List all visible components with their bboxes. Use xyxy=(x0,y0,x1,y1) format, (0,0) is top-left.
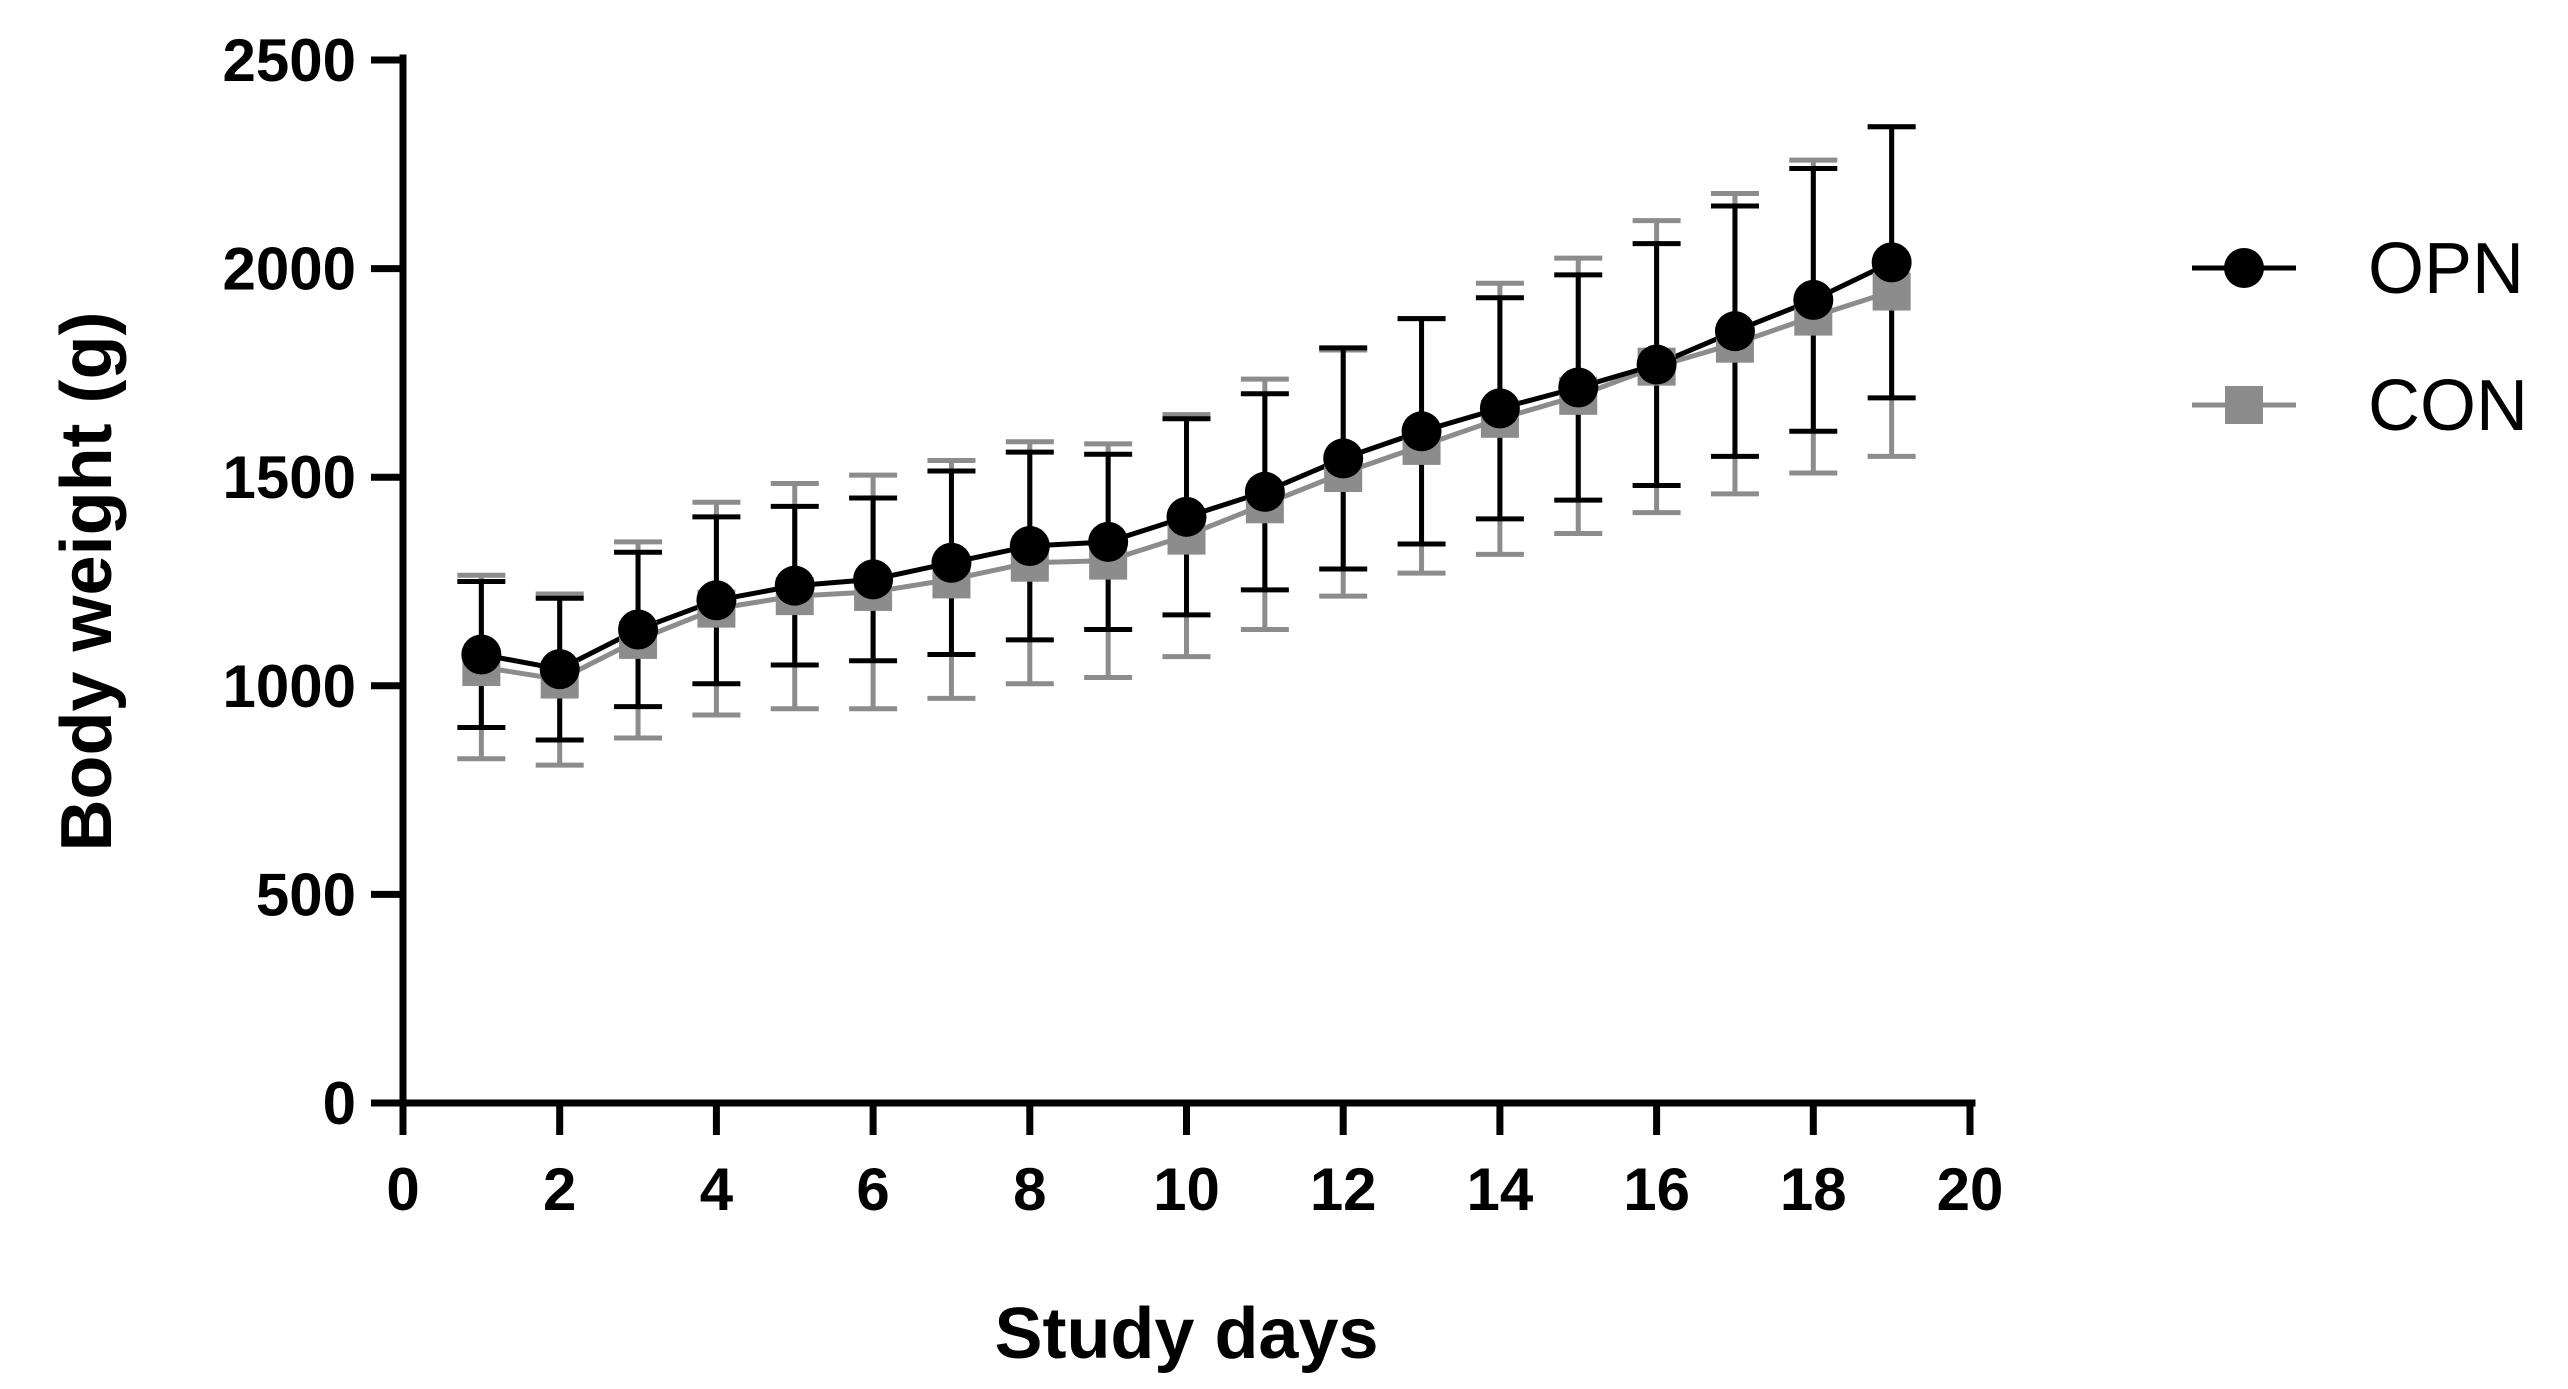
x-tick-label-16: 16 xyxy=(1623,1156,1690,1223)
legend-item-opn: OPN xyxy=(2192,229,2524,309)
x-tick-label-12: 12 xyxy=(1310,1156,1377,1223)
y-tick-label-1000: 1000 xyxy=(223,653,356,720)
legend-con-marker xyxy=(2225,386,2263,424)
opn-point-4 xyxy=(696,580,737,621)
opn-point-16 xyxy=(1636,344,1677,385)
x-tick-label-2: 2 xyxy=(543,1156,576,1223)
x-tick-label-8: 8 xyxy=(1013,1156,1046,1223)
opn-point-17 xyxy=(1714,311,1755,352)
opn-point-13 xyxy=(1401,411,1442,452)
legend-con-label: CON xyxy=(2368,366,2528,446)
x-tick-label-4: 4 xyxy=(700,1156,734,1223)
legend: OPN CON xyxy=(2192,229,2528,446)
opn-point-19 xyxy=(1871,242,1912,283)
x-tick-label-0: 0 xyxy=(386,1156,419,1223)
y-tick-label-2500: 2500 xyxy=(223,27,356,94)
legend-opn-marker xyxy=(2224,248,2264,288)
opn-point-9 xyxy=(1088,521,1129,562)
x-tick-label-20: 20 xyxy=(1937,1156,2004,1223)
series-markers-layer xyxy=(461,242,1912,699)
opn-point-12 xyxy=(1323,438,1364,479)
opn-point-11 xyxy=(1244,471,1285,512)
legend-item-con: CON xyxy=(2192,366,2528,446)
x-axis-title: Study days xyxy=(994,1294,1378,1374)
opn-point-7 xyxy=(931,542,972,583)
x-tick-label-18: 18 xyxy=(1780,1156,1847,1223)
y-tick-label-2000: 2000 xyxy=(223,236,356,303)
opn-point-3 xyxy=(618,609,659,650)
y-tick-label-500: 500 xyxy=(256,861,356,928)
opn-point-5 xyxy=(774,565,815,606)
opn-point-18 xyxy=(1793,279,1834,320)
axes-layer: 0 2 4 6 8 10 12 14 16 18 20 0 500 1000 1500 2000 2500 xyxy=(223,27,2004,1223)
y-axis-title: Body weight (g) xyxy=(47,312,127,852)
y-tick-label-0: 0 xyxy=(323,1070,356,1137)
y-tick-label-1500: 1500 xyxy=(223,444,356,511)
opn-point-14 xyxy=(1479,388,1520,429)
opn-point-8 xyxy=(1009,526,1050,567)
legend-opn-label: OPN xyxy=(2368,229,2524,309)
x-tick-label-6: 6 xyxy=(856,1156,889,1223)
opn-point-6 xyxy=(853,559,894,600)
opn-point-10 xyxy=(1166,496,1207,537)
x-tick-label-10: 10 xyxy=(1153,1156,1220,1223)
x-tick-label-14: 14 xyxy=(1467,1156,1534,1223)
error-bars-layer xyxy=(457,124,1916,768)
opn-point-1 xyxy=(461,634,502,675)
opn-point-2 xyxy=(539,649,580,690)
opn-point-15 xyxy=(1558,367,1599,408)
